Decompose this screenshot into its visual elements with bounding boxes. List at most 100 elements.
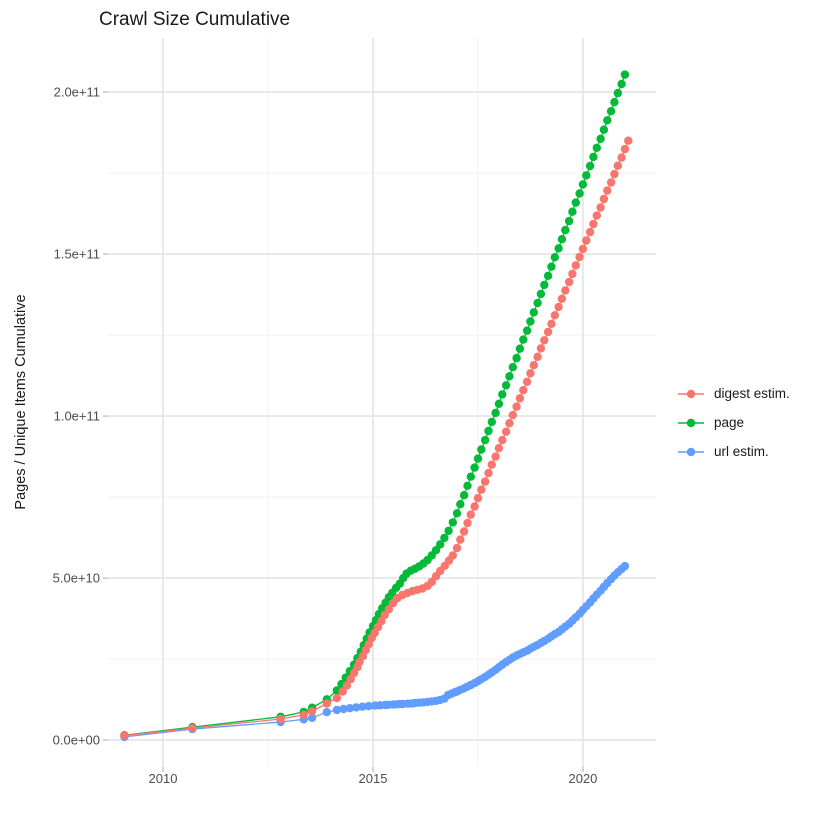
legend-key-icon	[678, 389, 704, 398]
data-point	[512, 353, 521, 363]
data-point	[582, 236, 591, 245]
data-point	[431, 546, 441, 555]
data-point	[578, 180, 588, 189]
data-point	[120, 731, 129, 740]
data-point	[568, 207, 577, 216]
data-point	[620, 70, 630, 79]
data-point	[529, 308, 538, 317]
data-point	[620, 561, 630, 571]
data-point	[473, 454, 483, 463]
data-point	[498, 390, 507, 399]
data-point	[592, 211, 601, 220]
data-point	[448, 551, 457, 560]
data-point	[568, 269, 577, 279]
data-point	[501, 427, 511, 436]
data-point	[477, 445, 486, 454]
data-point	[599, 125, 609, 134]
data-point	[487, 460, 496, 469]
data-point	[543, 327, 553, 337]
data-point	[459, 527, 469, 536]
data-point	[448, 518, 457, 527]
data-point	[585, 227, 595, 237]
data-point	[345, 704, 355, 713]
data-point	[480, 435, 490, 445]
data-point	[540, 336, 549, 345]
legend-item-page: page	[676, 408, 790, 437]
data-point	[498, 435, 507, 445]
data-point	[578, 244, 588, 254]
data-point	[526, 369, 535, 378]
data-point	[624, 136, 633, 145]
data-point	[596, 134, 605, 143]
data-point	[299, 710, 308, 719]
data-point	[550, 253, 559, 262]
data-point	[452, 543, 462, 553]
data-point	[276, 714, 285, 724]
data-point	[440, 533, 449, 543]
data-point	[346, 675, 355, 684]
data-point	[610, 169, 619, 179]
y-tick-label: 2.0e+11	[53, 84, 100, 100]
legend-key-icon	[678, 418, 704, 427]
data-point	[599, 194, 609, 204]
data-point	[592, 143, 601, 152]
data-point	[505, 419, 514, 428]
data-point	[522, 377, 532, 386]
data-point	[358, 702, 367, 711]
legend-key-dot	[686, 447, 696, 456]
data-point	[603, 186, 612, 195]
data-point	[307, 707, 317, 716]
data-point	[444, 526, 453, 535]
data-point	[487, 417, 496, 427]
data-point	[332, 693, 342, 703]
data-point	[564, 216, 574, 226]
data-point	[377, 617, 386, 626]
data-point	[307, 713, 317, 722]
data-point	[575, 252, 584, 262]
data-point	[596, 203, 605, 212]
data-point	[519, 386, 528, 395]
series-line-digestestim	[124, 140, 629, 737]
data-point	[322, 699, 331, 708]
legend-label: digest estim.	[714, 386, 790, 401]
data-point	[557, 235, 567, 244]
data-point	[554, 244, 563, 253]
y-tick-label: 1.0e+11	[53, 408, 100, 424]
data-point	[470, 502, 479, 511]
data-point	[582, 171, 591, 180]
data-point	[610, 98, 619, 107]
y-axis-title: Pages / Unique Items Cumulative	[13, 294, 29, 510]
data-point	[380, 610, 389, 620]
x-tick-label: 2015	[358, 771, 388, 786]
data-point	[617, 153, 626, 162]
data-point	[533, 298, 542, 308]
data-point	[561, 286, 570, 295]
data-point	[459, 491, 469, 500]
y-tick-label: 0.0e+00	[52, 732, 100, 748]
legend-item-url-estim: url estim.	[676, 437, 790, 466]
data-point	[508, 363, 517, 372]
data-point	[515, 344, 525, 353]
data-point	[463, 481, 472, 490]
data-point	[613, 161, 622, 170]
data-point	[613, 88, 622, 98]
data-point	[515, 394, 525, 403]
data-point	[543, 271, 553, 280]
legend: digest estim. page url estim.	[676, 379, 790, 466]
data-point	[554, 302, 563, 312]
data-point	[561, 225, 570, 235]
data-point	[466, 472, 475, 481]
data-point	[526, 317, 535, 326]
legend-key-dot	[686, 389, 696, 398]
legend-key-dot	[686, 418, 696, 427]
data-point	[332, 705, 342, 715]
data-point	[571, 198, 580, 207]
legend-label: page	[714, 415, 745, 430]
data-point	[466, 510, 475, 519]
data-point	[606, 178, 616, 187]
data-point	[480, 477, 490, 486]
data-point	[384, 605, 394, 614]
series-line-urlestim	[124, 565, 626, 738]
